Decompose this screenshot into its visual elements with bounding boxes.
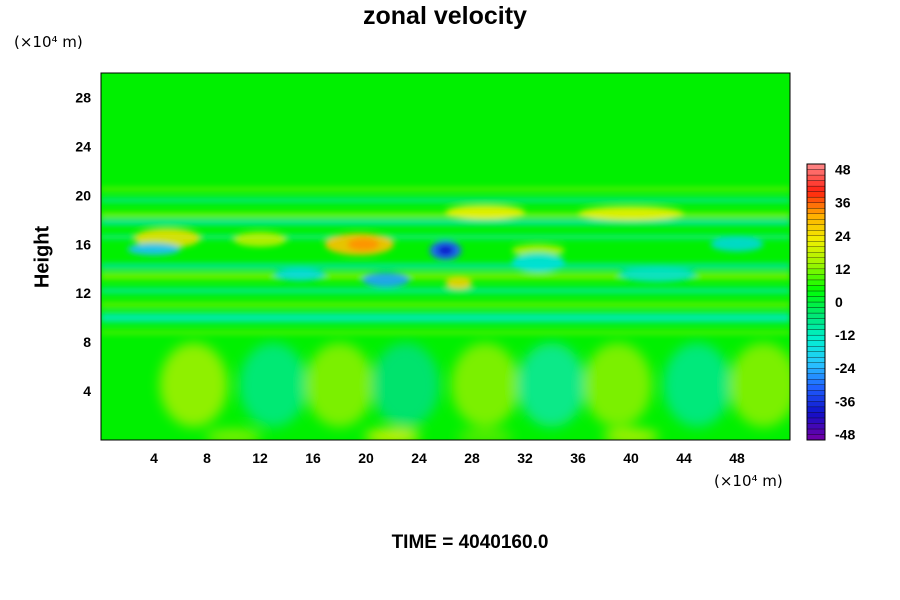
y-tick-label: 20: [75, 187, 91, 203]
x-tick-label: 40: [623, 450, 639, 466]
colorbar-tick-label: 0: [835, 294, 843, 310]
x-axis-ticks: 4 8 12 16 20 24 28 32 36 40 44 48: [150, 450, 745, 466]
y-axis-unit: (×10⁴ m): [14, 33, 83, 51]
colorbar-tick-label: 48: [835, 162, 851, 178]
colorbar-level: [806, 213, 826, 220]
colorbar-level: [806, 196, 826, 203]
colorbar-tick-label: -36: [835, 393, 855, 409]
plot-frame: [100, 72, 791, 441]
x-tick-label: 48: [729, 450, 745, 466]
colorbar-level: [806, 219, 826, 225]
x-tick-label: 44: [676, 450, 692, 466]
colorbar-level: [806, 285, 826, 292]
colorbar-level: [806, 412, 826, 419]
colorbar-level: [806, 390, 826, 396]
colorbar-level: [806, 169, 826, 176]
colorbar-level: [806, 312, 826, 319]
colorbar-tick-label: 24: [835, 228, 851, 244]
colorbar-tick-label: 12: [835, 261, 851, 277]
colorbar-level: [806, 379, 826, 385]
x-tick-label: 20: [358, 450, 374, 466]
colorbar-level: [806, 368, 826, 374]
colorbar-tick-label: -48: [835, 426, 855, 442]
y-axis-ticks: 4 8 12 16 20 24 28: [75, 89, 91, 399]
colorbar-level: [806, 252, 826, 258]
colorbar-level: [806, 334, 826, 341]
colorbar-tick-label: -12: [835, 327, 855, 343]
colorbar-level: [806, 417, 826, 424]
colorbar-level: [806, 323, 826, 330]
colorbar-level: [806, 235, 826, 242]
colorbar-level: [806, 290, 826, 297]
colorbar-level: [806, 346, 826, 352]
colorbar-level: [806, 340, 826, 347]
chart-title: zonal velocity: [363, 2, 527, 30]
colorbar-level: [806, 428, 826, 435]
y-tick-label: 4: [83, 383, 91, 399]
y-tick-label: 28: [75, 89, 91, 105]
y-tick-label: 16: [75, 236, 91, 252]
x-tick-label: 16: [305, 450, 321, 466]
colorbar-level: [806, 230, 826, 236]
colorbar-level: [806, 191, 826, 198]
colorbar-level: [806, 384, 826, 391]
x-tick-label: 36: [570, 450, 586, 466]
colorbar-tick-label: -24: [835, 360, 855, 376]
heatmap-plot-area: [101, 73, 790, 440]
colorbar-level: [806, 246, 826, 253]
colorbar-level: [806, 401, 826, 408]
colorbar: 48 36 24 12 0 -12 -24 -36 -48: [806, 162, 855, 442]
y-tick-label: 12: [75, 285, 91, 301]
x-tick-label: 4: [150, 450, 158, 466]
colorbar-level: [806, 296, 826, 303]
time-annotation: TIME = 4040160.0: [391, 532, 549, 553]
colorbar-level: [806, 362, 826, 369]
x-tick-label: 8: [203, 450, 211, 466]
field-details: [101, 187, 790, 335]
colorbar-level: [806, 373, 826, 380]
x-tick-label: 24: [411, 450, 427, 466]
colorbar-level: [806, 163, 826, 170]
colorbar-level: [806, 395, 826, 402]
colorbar-level: [806, 274, 826, 281]
x-tick-label: 32: [517, 450, 533, 466]
colorbar-level: [806, 434, 826, 441]
colorbar-level: [806, 357, 826, 363]
colorbar-level: [806, 329, 826, 336]
y-tick-label: 8: [83, 334, 91, 350]
colorbar-level: [806, 224, 826, 231]
colorbar-level: [806, 174, 826, 181]
x-tick-label: 28: [464, 450, 480, 466]
x-axis-unit: (×10⁴ m): [714, 472, 783, 490]
colorbar-level: [806, 351, 826, 358]
colorbar-level: [806, 202, 826, 209]
colorbar-tick-label: 36: [835, 195, 851, 211]
colorbar-level: [806, 406, 826, 413]
colorbar-level: [806, 423, 826, 430]
colorbar-level: [806, 279, 826, 286]
y-tick-label: 24: [75, 138, 91, 154]
colorbar-frame: [806, 163, 826, 441]
colorbar-level: [806, 301, 826, 308]
x-tick-label: 12: [252, 450, 268, 466]
colorbar-level: [806, 185, 826, 192]
colorbar-level: [806, 307, 826, 314]
colorbar-level: [806, 263, 826, 270]
colorbar-level: [806, 241, 826, 247]
colorbar-level: [806, 268, 826, 275]
colorbar-level: [806, 208, 826, 214]
colorbar-level: [806, 318, 826, 325]
field-structures: [159, 342, 790, 440]
colorbar-level: [806, 257, 826, 264]
colorbar-level: [806, 180, 826, 187]
